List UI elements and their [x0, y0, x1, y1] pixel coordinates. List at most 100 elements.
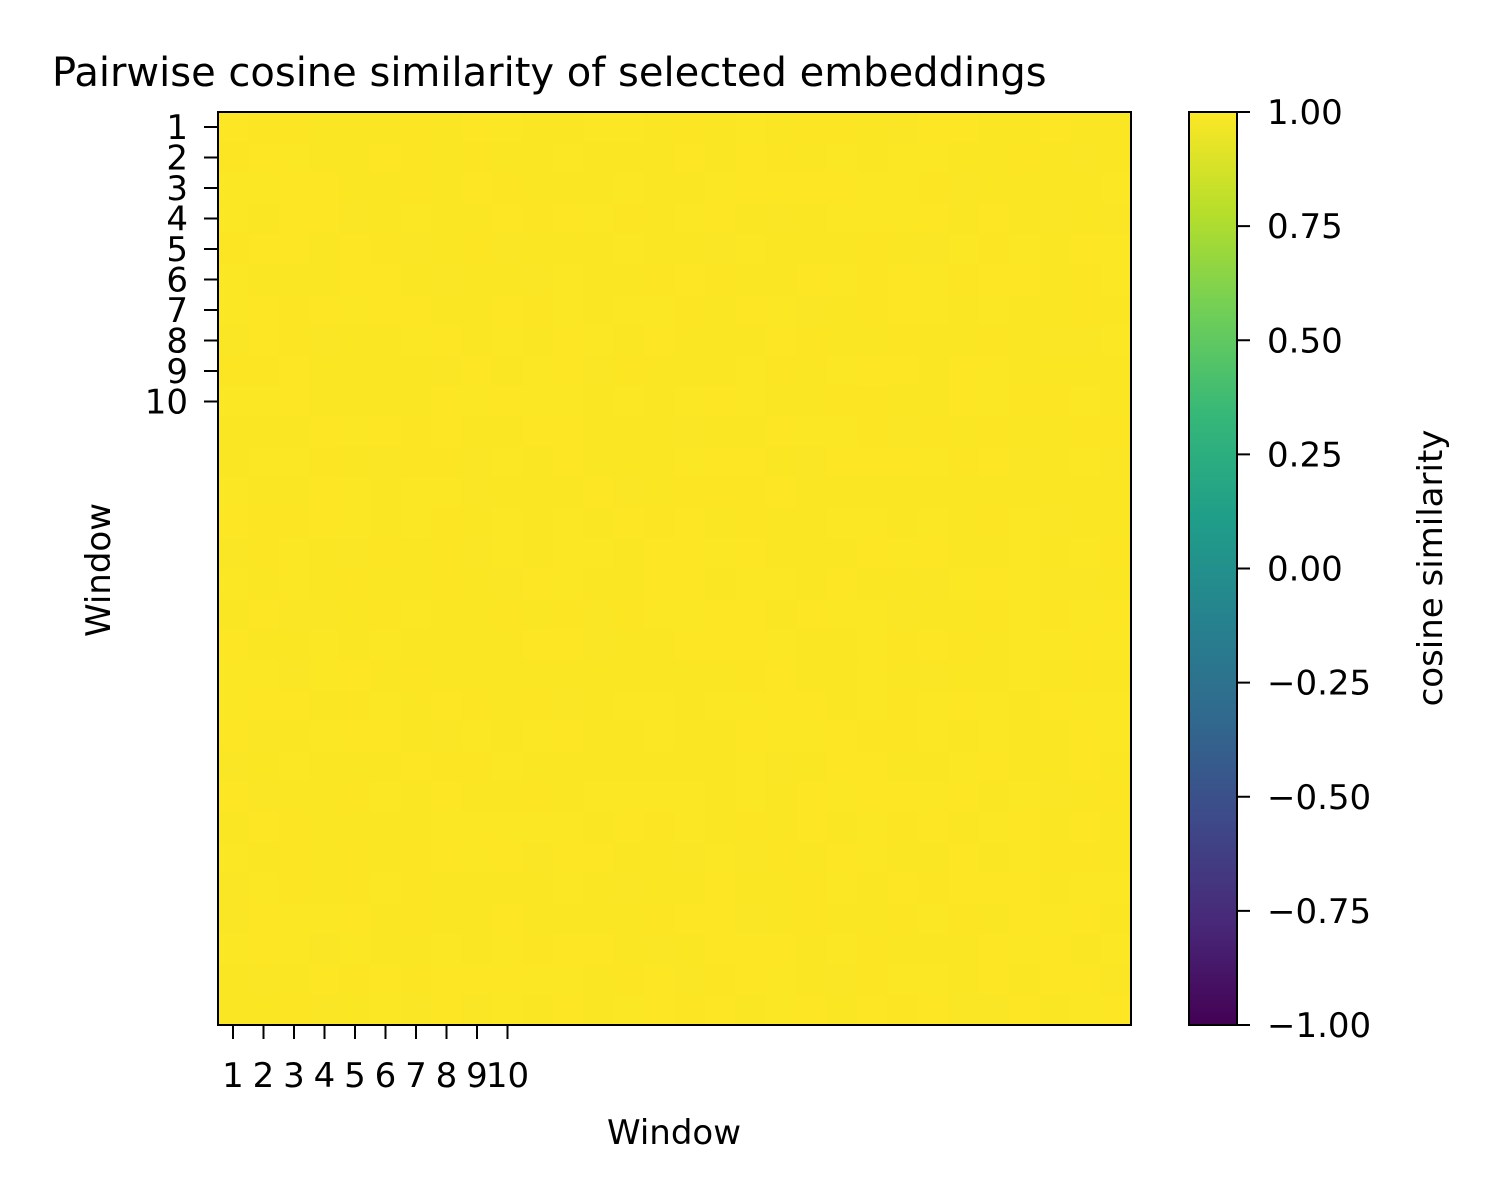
heatmap-cell: [887, 172, 919, 204]
heatmap-cell: [704, 994, 736, 1026]
heatmap-cell: [948, 720, 980, 752]
heatmap-cell: [370, 538, 402, 570]
heatmap-cell: [552, 751, 584, 783]
heatmap-cell: [309, 720, 341, 752]
heatmap-cell: [1009, 598, 1041, 630]
heatmap-cell: [309, 172, 341, 204]
heatmap-cell: [765, 385, 797, 417]
heatmap-cell: [948, 142, 980, 174]
heatmap-cell: [583, 720, 615, 752]
heatmap-cell: [339, 690, 371, 722]
heatmap-cell: [552, 872, 584, 904]
heatmap-cell: [1100, 659, 1132, 691]
heatmap-cell: [978, 964, 1010, 996]
heatmap-cell: [370, 112, 402, 144]
heatmap-cell: [339, 446, 371, 478]
heatmap-cell: [735, 142, 767, 174]
heatmap-cell: [522, 811, 554, 843]
y-axis-label: Window: [79, 503, 119, 637]
heatmap-cell: [552, 294, 584, 326]
heatmap-cell: [278, 294, 310, 326]
heatmap-cell: [826, 264, 858, 296]
heatmap-cell: [461, 720, 493, 752]
heatmap-cell: [339, 994, 371, 1026]
heatmap-cell: [218, 872, 250, 904]
heatmap-cell: [948, 751, 980, 783]
heatmap-cell: [613, 477, 645, 509]
heatmap-cell: [370, 842, 402, 874]
heatmap-cell: [309, 598, 341, 630]
heatmap-cell: [796, 781, 828, 813]
y-tick-label: 8: [166, 322, 188, 362]
heatmap-cell: [431, 385, 463, 417]
heatmap-cell: [1009, 355, 1041, 387]
heatmap-cell: [948, 842, 980, 874]
heatmap-cell: [674, 264, 706, 296]
heatmap-cell: [917, 385, 949, 417]
heatmap-cell: [491, 720, 523, 752]
heatmap-cell: [887, 598, 919, 630]
heatmap-cell: [826, 903, 858, 935]
heatmap-cell: [1100, 811, 1132, 843]
heatmap-cell: [704, 446, 736, 478]
heatmap-cell: [826, 629, 858, 661]
heatmap-cell: [400, 294, 432, 326]
heatmap-cell: [248, 568, 280, 600]
heatmap-cell: [1039, 659, 1071, 691]
heatmap-cell: [765, 233, 797, 265]
heatmap-cell: [978, 325, 1010, 357]
heatmap-cell: [796, 659, 828, 691]
heatmap-cell: [583, 355, 615, 387]
heatmap-cell: [522, 446, 554, 478]
heatmap-cell: [370, 933, 402, 965]
heatmap-cell: [218, 781, 250, 813]
heatmap-cell: [218, 811, 250, 843]
heatmap-cell: [552, 903, 584, 935]
heatmap-cell: [583, 325, 615, 357]
heatmap-cell: [887, 629, 919, 661]
heatmap-cell: [674, 538, 706, 570]
heatmap-cell: [613, 112, 645, 144]
heatmap-cell: [1039, 781, 1071, 813]
heatmap-cell: [1100, 294, 1132, 326]
heatmap-cell: [400, 751, 432, 783]
heatmap-cell: [1070, 751, 1102, 783]
heatmap-cell: [1100, 416, 1132, 448]
heatmap-cell: [1039, 842, 1071, 874]
heatmap-cell: [248, 994, 280, 1026]
heatmap-cell: [1070, 598, 1102, 630]
heatmap-cell: [339, 842, 371, 874]
heatmap-cell: [826, 355, 858, 387]
heatmap-cell: [431, 994, 463, 1026]
heatmap-cell: [522, 720, 554, 752]
heatmap-cell: [339, 811, 371, 843]
heatmap-cell: [370, 233, 402, 265]
heatmap-cell: [218, 203, 250, 235]
heatmap-cell: [218, 994, 250, 1026]
heatmap-cell: [522, 294, 554, 326]
heatmap-cell: [1009, 964, 1041, 996]
heatmap-cell: [400, 172, 432, 204]
heatmap-cell: [887, 385, 919, 417]
heatmap-cell: [400, 385, 432, 417]
heatmap-cell: [978, 172, 1010, 204]
heatmap-cell: [522, 325, 554, 357]
heatmap-cell: [278, 477, 310, 509]
heatmap-cell: [826, 385, 858, 417]
heatmap-cell: [461, 142, 493, 174]
heatmap-cell: [1070, 690, 1102, 722]
heatmap-cell: [491, 385, 523, 417]
heatmap-cell: [948, 872, 980, 904]
heatmap-cell: [765, 568, 797, 600]
heatmap-cell: [552, 172, 584, 204]
heatmap-cell: [583, 690, 615, 722]
heatmap-cell: [917, 659, 949, 691]
heatmap-cell: [552, 477, 584, 509]
heatmap-cell: [948, 690, 980, 722]
heatmap-cell: [796, 933, 828, 965]
heatmap-cell: [704, 842, 736, 874]
heatmap-cell: [978, 842, 1010, 874]
heatmap-cell: [857, 172, 889, 204]
heatmap-cell: [461, 538, 493, 570]
heatmap-cell: [1039, 720, 1071, 752]
